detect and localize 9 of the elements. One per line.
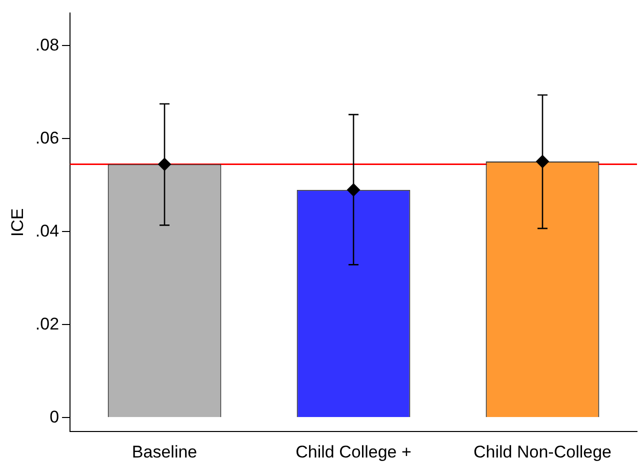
x-tick-label: Child Non-College: [474, 442, 612, 462]
y-tick-label: 0: [50, 407, 60, 426]
y-tick-label: .02: [35, 314, 60, 334]
y-tick-label: .06: [35, 128, 60, 148]
y-tick-label: .08: [35, 35, 60, 54]
y-tick-label: .04: [35, 221, 60, 240]
x-tick-label: Baseline: [132, 442, 198, 462]
y-axis-title: ICE: [8, 208, 27, 237]
x-tick-label: Child College +: [296, 442, 412, 462]
